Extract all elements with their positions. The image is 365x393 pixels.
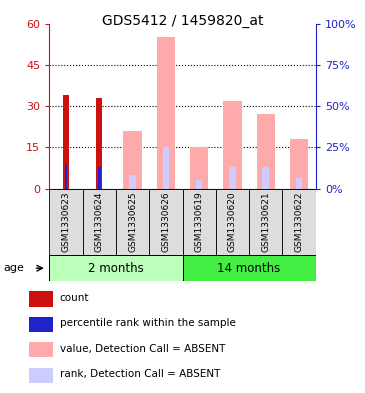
Bar (283, 189, 316, 255)
Bar (149, 189, 182, 255)
Bar (96, 98, 102, 189)
Bar (262, 167, 269, 189)
Bar (182, 255, 316, 281)
Text: GSM1330621: GSM1330621 (261, 192, 270, 252)
Text: 14 months: 14 months (218, 262, 281, 275)
Bar (229, 167, 236, 189)
Bar (28, 367, 53, 383)
Bar (65, 165, 67, 189)
Text: count: count (60, 293, 89, 303)
Text: rank, Detection Call = ABSENT: rank, Detection Call = ABSENT (60, 369, 220, 379)
Bar (49, 255, 182, 281)
Bar (216, 189, 249, 255)
Bar (162, 147, 169, 189)
Text: GSM1330626: GSM1330626 (161, 192, 170, 252)
Bar (116, 189, 149, 255)
Text: GSM1330619: GSM1330619 (195, 192, 204, 252)
Bar (157, 37, 175, 189)
Bar (290, 139, 308, 189)
Bar (249, 189, 283, 255)
Text: GSM1330620: GSM1330620 (228, 192, 237, 252)
Bar (28, 292, 53, 307)
Bar (123, 131, 142, 189)
Bar (223, 101, 242, 189)
Bar (82, 189, 116, 255)
Bar (196, 180, 203, 189)
Text: GSM1330622: GSM1330622 (295, 192, 304, 252)
Bar (182, 189, 216, 255)
Text: GSM1330625: GSM1330625 (128, 192, 137, 252)
Text: percentile rank within the sample: percentile rank within the sample (60, 318, 236, 328)
Text: age: age (4, 263, 24, 273)
Bar (129, 175, 136, 189)
Bar (257, 114, 275, 189)
Bar (28, 317, 53, 332)
Bar (28, 342, 53, 357)
Text: value, Detection Call = ABSENT: value, Detection Call = ABSENT (60, 344, 225, 354)
Text: GSM1330623: GSM1330623 (61, 192, 70, 252)
Text: GSM1330624: GSM1330624 (95, 192, 104, 252)
Bar (49, 189, 82, 255)
Bar (296, 178, 303, 189)
Text: GDS5412 / 1459820_at: GDS5412 / 1459820_at (102, 14, 263, 28)
Bar (63, 95, 69, 189)
Text: 2 months: 2 months (88, 262, 144, 275)
Bar (190, 147, 208, 189)
Bar (98, 167, 101, 189)
